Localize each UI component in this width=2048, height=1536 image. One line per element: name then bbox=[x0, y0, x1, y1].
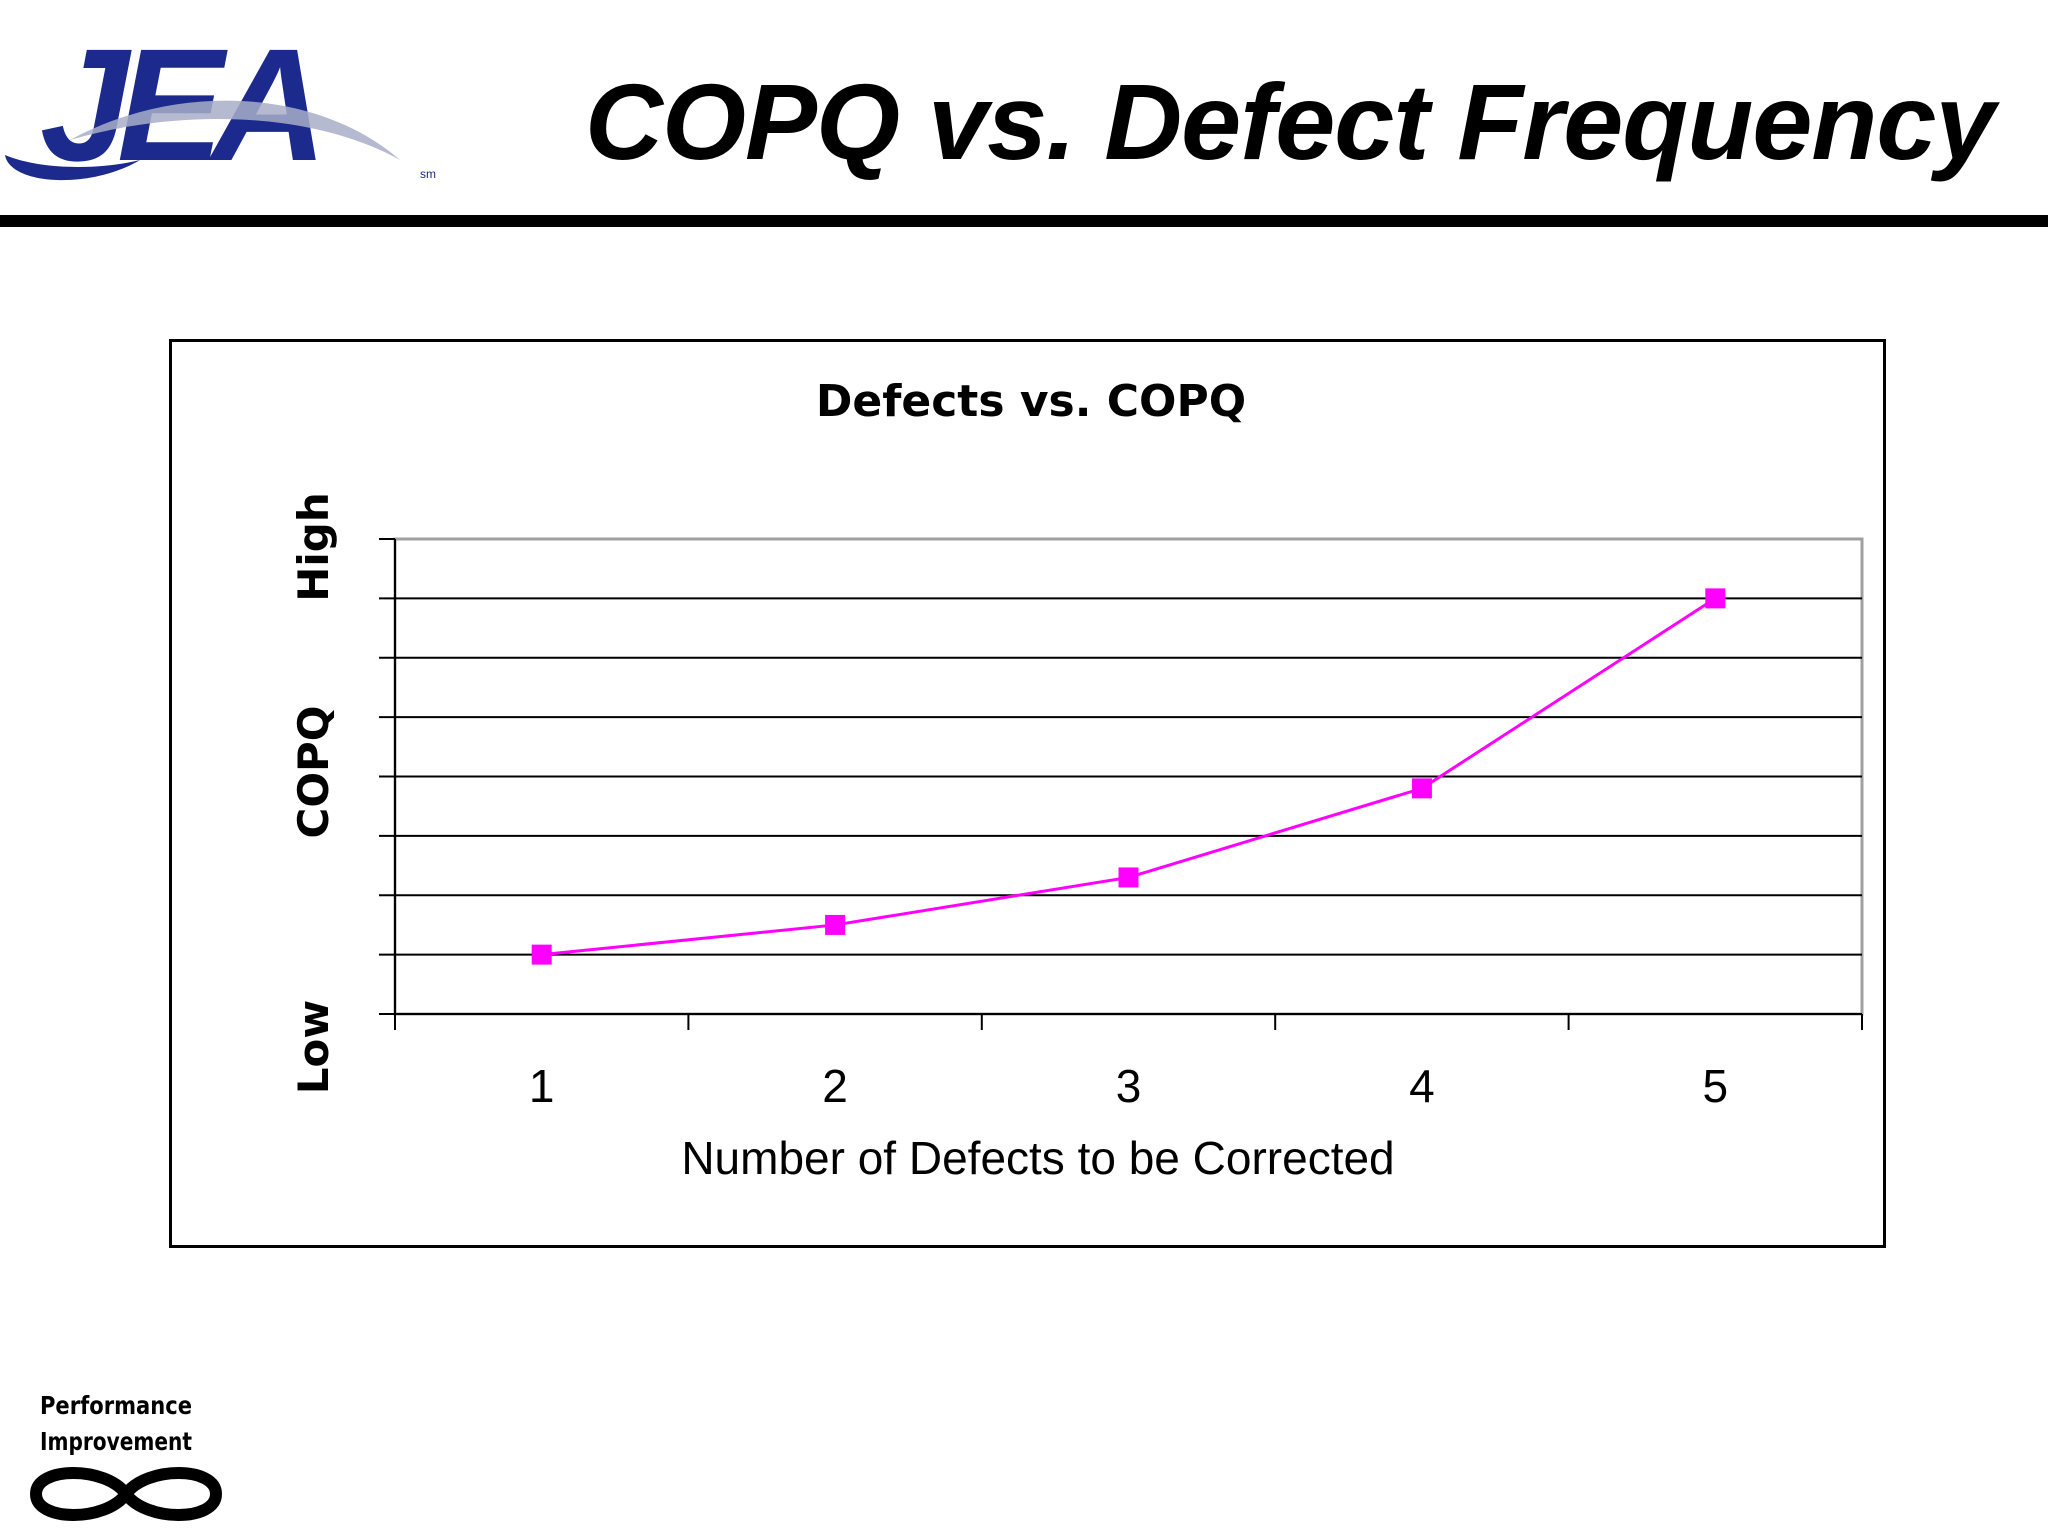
x-axis-label: Number of Defects to be Corrected bbox=[681, 1132, 1394, 1184]
jea-logo: JEA sm bbox=[5, 20, 436, 194]
defects-vs-copq-chart: Defects vs. COPQ Low COPQ High 1 2 3 4 5 Num… bbox=[289, 376, 1864, 1184]
x-tick-label: 2 bbox=[822, 1060, 848, 1112]
footer-logo-line1: Performance bbox=[40, 1391, 192, 1420]
footer-logo-line2: Improvement bbox=[40, 1427, 192, 1456]
data-point bbox=[531, 944, 552, 965]
performance-improvement-logo: Performance Improvement bbox=[29, 1391, 223, 1521]
slide-title: COPQ vs. Defect Frequency bbox=[585, 61, 1995, 182]
x-tick-label: 5 bbox=[1703, 1060, 1729, 1112]
data-point bbox=[1705, 588, 1726, 609]
svg-text:sm: sm bbox=[420, 167, 436, 181]
title-divider bbox=[0, 215, 2048, 227]
x-tick-label: 3 bbox=[1116, 1060, 1142, 1112]
chart-title: Defects vs. COPQ bbox=[816, 376, 1246, 427]
y-axis-label: COPQ bbox=[289, 705, 338, 838]
data-point bbox=[1118, 867, 1139, 888]
x-tick-label: 4 bbox=[1409, 1060, 1435, 1112]
y-high-label: High bbox=[289, 492, 338, 602]
chart-frame: Defects vs. COPQ Low COPQ High 1 2 3 4 5 Num… bbox=[169, 339, 1886, 1248]
y-low-label: Low bbox=[289, 1000, 338, 1094]
data-point bbox=[1411, 778, 1432, 799]
x-tick-label: 1 bbox=[529, 1060, 555, 1112]
infinity-icon bbox=[29, 1467, 223, 1521]
data-point bbox=[825, 914, 846, 935]
